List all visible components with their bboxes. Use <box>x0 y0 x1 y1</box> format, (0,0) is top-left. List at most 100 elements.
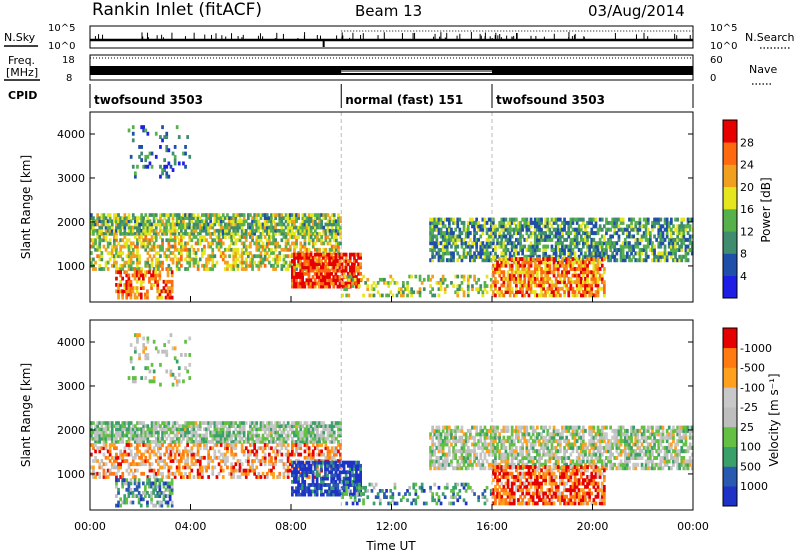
heatmap-cell <box>170 295 174 300</box>
heatmap-cell <box>104 263 108 268</box>
heatmap-cell <box>159 260 162 265</box>
heatmap-cell <box>104 430 108 435</box>
heatmap-cell <box>251 459 254 463</box>
heatmap-cell <box>320 235 323 239</box>
heatmap-cell <box>94 241 97 246</box>
heatmap-cell <box>157 430 160 435</box>
heatmap-cell <box>163 158 166 163</box>
heatmap-cell <box>569 220 573 225</box>
heatmap-cell <box>573 237 577 242</box>
heatmap-cell <box>441 248 445 252</box>
heatmap-cell <box>108 433 112 438</box>
heatmap-cell <box>322 225 326 230</box>
heatmap-cell <box>351 281 355 285</box>
heatmap-cell <box>567 231 571 236</box>
heatmap-cell <box>240 235 244 239</box>
heatmap-cell <box>274 267 277 271</box>
heatmap-cell <box>165 462 169 467</box>
heatmap-cell <box>221 436 225 441</box>
heatmap-cell <box>268 241 271 246</box>
heatmap-cell <box>90 232 93 236</box>
heatmap-cell <box>133 270 137 275</box>
heatmap-cell <box>344 281 348 286</box>
heatmap-cell <box>651 248 654 252</box>
heatmap-cell <box>196 241 200 246</box>
heatmap-cell <box>136 468 139 473</box>
heatmap-cell <box>171 238 175 243</box>
heatmap-cell <box>278 424 282 428</box>
heatmap-cell <box>307 424 311 428</box>
heatmap-cell <box>297 235 300 239</box>
heatmap-cell <box>230 225 233 230</box>
heatmap-cell <box>146 433 150 438</box>
heatmap-cell <box>94 449 97 454</box>
heatmap-cell <box>171 151 175 156</box>
heatmap-cell <box>441 237 445 242</box>
heatmap-cell <box>305 252 309 257</box>
heatmap-cell <box>129 254 133 259</box>
heatmap-cell <box>226 267 229 271</box>
heatmap-cell <box>653 251 656 256</box>
heatmap-cell <box>483 248 487 252</box>
heatmap-cell <box>330 247 334 252</box>
heatmap-cell <box>498 231 501 236</box>
heatmap-cell <box>90 465 93 470</box>
heatmap-cell <box>389 274 393 279</box>
heatmap-cell <box>159 164 162 169</box>
heatmap-cell <box>295 433 298 438</box>
heatmap-cell <box>500 220 504 225</box>
heatmap-cell <box>303 247 307 252</box>
heatmap-cell <box>100 216 104 220</box>
heatmap-cell <box>240 251 244 255</box>
heatmap-cell <box>431 274 434 279</box>
heatmap-cell <box>190 433 194 438</box>
heatmap-cell <box>217 232 221 236</box>
heatmap-cell <box>584 241 587 246</box>
heatmap-cell <box>381 293 384 298</box>
heatmap-cell <box>338 278 342 283</box>
heatmap-cell <box>462 277 466 282</box>
heatmap-cell <box>121 225 125 230</box>
heatmap-cell <box>299 244 303 249</box>
heatmap-cell <box>483 254 487 259</box>
heatmap-cell <box>144 128 148 133</box>
heatmap-cell <box>268 430 271 435</box>
heatmap-cell <box>571 263 575 268</box>
heatmap-cell <box>166 273 170 278</box>
heatmap-cell <box>217 430 221 435</box>
heatmap-cell <box>142 238 145 243</box>
heatmap-cell <box>674 254 677 259</box>
heatmap-cell <box>219 251 223 255</box>
heatmap-cell <box>154 267 158 271</box>
heatmap-cell <box>590 286 594 291</box>
heatmap-cell <box>144 164 148 169</box>
heatmap-cell <box>575 217 579 222</box>
heatmap-cell <box>295 427 298 432</box>
heatmap-cell <box>575 293 579 298</box>
heatmap-cell <box>590 241 594 246</box>
heatmap-cell <box>628 224 631 229</box>
heatmap-cell <box>165 213 169 217</box>
heatmap-cell <box>498 244 501 249</box>
heatmap-cell <box>284 238 288 243</box>
heatmap-cell <box>575 227 579 232</box>
heatmap-cell <box>94 440 97 444</box>
heatmap-cell <box>609 227 612 232</box>
heatmap-cell <box>672 224 675 229</box>
heatmap-cell <box>100 446 104 451</box>
heatmap-cell <box>190 228 194 233</box>
heatmap-cell <box>100 232 104 236</box>
heatmap-cell <box>270 235 273 239</box>
heatmap-cell <box>226 247 229 252</box>
heatmap-cell <box>344 275 348 279</box>
heatmap-cell <box>556 280 560 285</box>
heatmap-cell <box>617 224 621 229</box>
heatmap-cell <box>270 222 273 227</box>
heatmap-cell <box>249 263 252 268</box>
heatmap-cell <box>162 286 166 290</box>
heatmap-cell <box>293 265 296 270</box>
heatmap-cell <box>318 436 321 441</box>
heatmap-cell <box>565 270 568 275</box>
heatmap-cell <box>609 258 612 263</box>
heatmap-cell <box>207 421 210 425</box>
